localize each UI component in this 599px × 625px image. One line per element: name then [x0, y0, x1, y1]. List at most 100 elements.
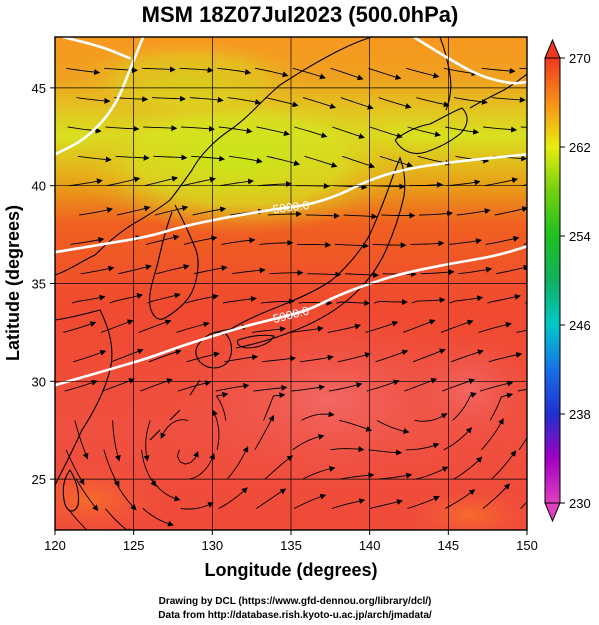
streamline-183 [114, 96, 149, 103]
lat-lon-grid [55, 37, 527, 530]
warm-region-east [400, 330, 527, 450]
colorbar-tick-label: 230 [569, 496, 591, 511]
streamline-201 [292, 67, 326, 80]
colorbar-top-triangle [544, 38, 561, 59]
y-tick-label: 25 [32, 472, 46, 487]
x-tick-label: 130 [201, 538, 223, 553]
coastline-ryukyu [149, 379, 201, 441]
streamline-186 [227, 97, 262, 105]
streamline-34 [368, 449, 403, 456]
streamline-180 [483, 126, 518, 133]
streamline-50 [489, 392, 514, 421]
streamline-171 [143, 125, 178, 132]
streamline-55 [177, 380, 212, 392]
streamline-92 [109, 293, 144, 304]
streamline-49 [452, 392, 477, 421]
streamline-91 [71, 294, 106, 304]
streamline-119 [145, 234, 180, 245]
streamline-173 [218, 126, 253, 134]
streamline-86 [365, 320, 399, 333]
streamline-69 [224, 354, 259, 363]
streamline-193 [491, 96, 526, 103]
streamline-131 [117, 205, 151, 216]
streamline-163 [342, 155, 376, 169]
streamline-99 [373, 299, 408, 305]
streamline-192 [454, 97, 488, 105]
streamline-109 [269, 269, 304, 276]
streamline-121 [221, 237, 256, 245]
orange-region-southeast [400, 485, 527, 530]
streamline-95 [222, 295, 257, 304]
x-tick-label: 135 [280, 538, 302, 553]
streamline-27 [103, 449, 120, 487]
streamline-93 [147, 292, 181, 304]
streamline-88 [440, 319, 474, 333]
streamline-24 [491, 450, 517, 480]
x-tick-label: 150 [516, 538, 538, 553]
streamline-177 [369, 126, 403, 139]
streamline-115 [496, 264, 527, 275]
streamline-196 [104, 67, 139, 74]
credit-data-source: Data from http://database.rish.kyoto-u.a… [158, 610, 432, 621]
streamline-133 [192, 206, 227, 216]
streamline-132 [154, 205, 189, 216]
colorbar-tick-label: 238 [569, 407, 591, 422]
streamline-195 [66, 67, 101, 76]
streamline-79 [100, 319, 134, 333]
streamline-4 [218, 487, 248, 509]
streamline-140 [456, 208, 491, 216]
streamline-182 [76, 97, 111, 104]
streamline-17 [226, 446, 249, 480]
streamline-39 [74, 420, 89, 460]
streamline-137 [343, 213, 378, 220]
streamline-60 [366, 379, 400, 392]
streamline-100 [411, 297, 446, 304]
streamline-33 [330, 446, 365, 453]
streamline-70 [262, 355, 297, 363]
x-axis: 120 125 130 135 140 145 150 [44, 530, 538, 553]
plot-area [55, 37, 527, 530]
streamline-123 [297, 241, 332, 248]
streamline-31 [254, 415, 275, 451]
streamline-185 [189, 96, 224, 103]
streamline-29 [176, 449, 199, 465]
streamline-75 [450, 349, 484, 363]
streamline-170 [105, 125, 140, 132]
streamline-162 [304, 155, 338, 168]
y-axis: 25 30 35 40 45 [32, 81, 55, 487]
colorbar-tick-label: 246 [569, 318, 591, 333]
x-tick-label: 120 [44, 538, 66, 553]
streamline-78 [63, 321, 97, 333]
contour-line-4 [413, 37, 527, 85]
streamline-58 [291, 384, 326, 392]
streamline-8 [369, 499, 403, 509]
contour-label: 5800.0 [272, 198, 310, 216]
streamline-38 [518, 436, 527, 451]
colorbar-bottom-triangle [544, 502, 561, 523]
streamline-20 [340, 472, 375, 480]
streamline-184 [151, 95, 186, 102]
streamline-56 [215, 383, 250, 392]
streamline-89 [478, 321, 512, 333]
streamline-48 [414, 413, 448, 422]
streamline-204 [406, 67, 440, 79]
streamline-96 [260, 298, 295, 305]
map-title: MSM 18Z07Jul2023 (500.0hPa) [142, 2, 459, 27]
streamline-164 [379, 155, 414, 168]
streamline-98 [336, 300, 371, 307]
streamline-6 [293, 493, 327, 509]
streamline-30 [212, 409, 220, 450]
streamline-32 [292, 433, 325, 451]
streamline-80 [138, 319, 172, 333]
streamline-36 [443, 427, 473, 451]
streamline-81 [176, 321, 210, 333]
colorbar-ticks: 230 238 246 254 262 270 [560, 51, 591, 511]
streamline-68 [186, 351, 220, 363]
streamline-107 [193, 265, 228, 275]
coastlines [55, 37, 527, 512]
y-axis-title: Latitude (degrees) [3, 205, 23, 361]
streamline-206 [481, 67, 516, 74]
streamline-104 [80, 265, 115, 275]
y-tick-label: 35 [32, 277, 46, 292]
streamline-0 [67, 508, 94, 530]
